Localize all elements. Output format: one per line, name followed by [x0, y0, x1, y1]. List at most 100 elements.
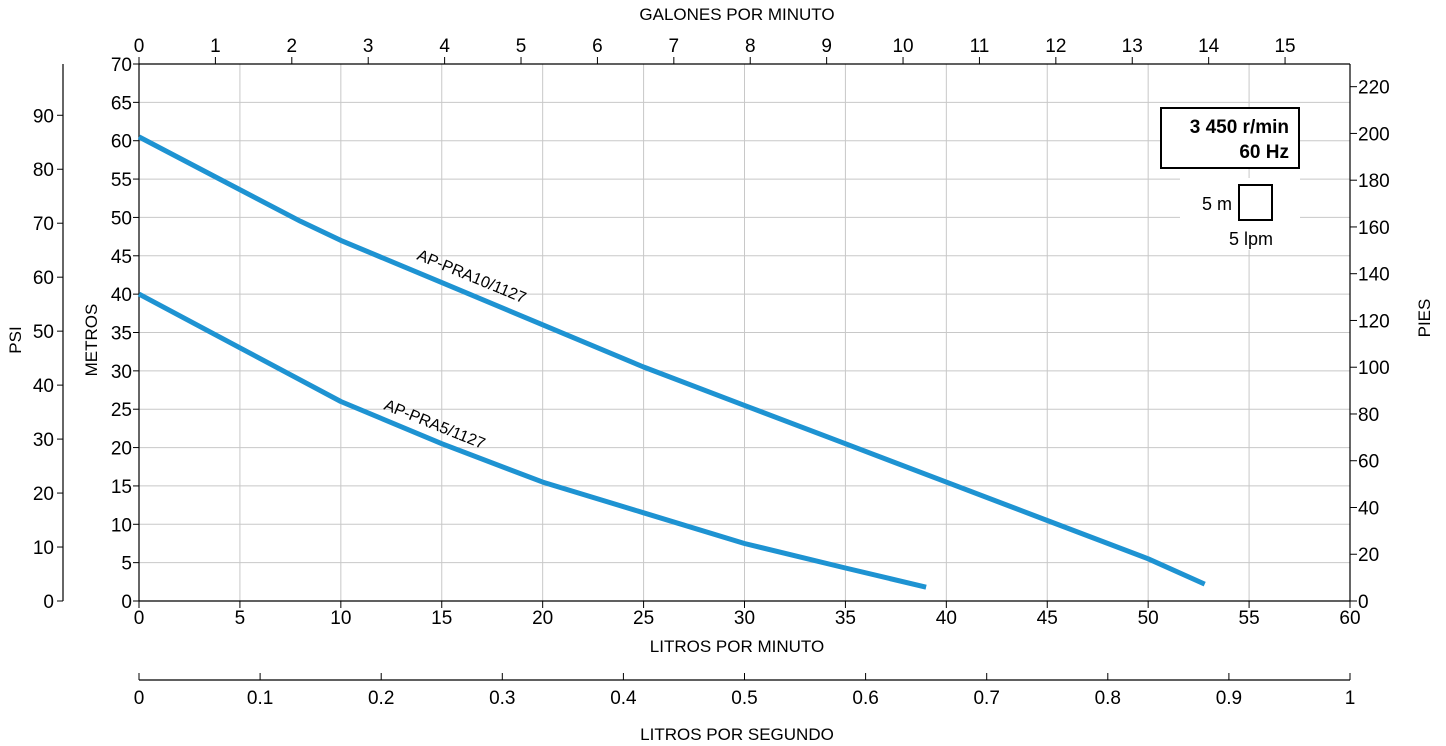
- x-bottom-tick-label: 15: [431, 608, 452, 629]
- y-pies-tick-label: 200: [1358, 124, 1390, 145]
- y-psi-tick-label: 60: [33, 268, 54, 289]
- scale-legend-horizontal: 5 lpm: [1229, 229, 1273, 249]
- scale-legend-vertical: 5 m: [1202, 194, 1232, 214]
- x-lps-tick-label: 1: [1345, 688, 1356, 709]
- y-pies-title: PIES: [1415, 299, 1434, 338]
- curve-series-0: [137, 134, 1206, 587]
- x-lps-tick-label: 0.3: [489, 688, 515, 709]
- x-lps-tick-label: 0.6: [852, 688, 878, 709]
- x-lps-tick-label: 0: [134, 688, 145, 709]
- y-psi-tick-label: 70: [33, 214, 54, 235]
- y-metros-tick-label: 5: [121, 554, 132, 575]
- y-pies-tick-label: 120: [1358, 311, 1390, 332]
- x-top-tick-label: 0: [134, 36, 145, 57]
- x-lps-tick-label: 0.5: [731, 688, 757, 709]
- y-metros-tick-label: 20: [111, 439, 132, 460]
- x-bottom-tick-label: 25: [633, 608, 654, 629]
- x-bottom-tick-label: 60: [1339, 608, 1360, 629]
- x-top-tick-label: 11: [970, 36, 990, 57]
- y-psi-tick-label: 90: [33, 106, 54, 127]
- x-lps-tick-label: 0.2: [368, 688, 394, 709]
- y-pies-tick-label: 160: [1358, 218, 1390, 239]
- x-top-tick-label: 14: [1198, 36, 1220, 57]
- x-top-tick-label: 5: [516, 36, 527, 57]
- x-top-tick-label: 9: [821, 36, 832, 57]
- y-pies-tick-label: 220: [1358, 78, 1390, 99]
- y-psi-tick-label: 20: [33, 484, 54, 505]
- x-top-tick-label: 1: [210, 36, 221, 57]
- y-psi-tick-label: 0: [43, 592, 54, 613]
- x-top-tick-label: 12: [1045, 36, 1066, 57]
- x-top-tick-label: 3: [363, 36, 374, 57]
- x-bottom-tick-label: 30: [734, 608, 755, 629]
- x-lps-title: LITROS POR SEGUNDO: [640, 725, 834, 744]
- y-pies-tick-label: 20: [1358, 545, 1379, 566]
- x-top-tick-label: 2: [287, 36, 298, 57]
- x-bottom-tick-label: 50: [1138, 608, 1159, 629]
- x-axis-lps: 0 0.1 0.2 0.3 0.4 0.5 0.6 0.7 0.8 0.9 1: [134, 673, 1356, 709]
- x-bottom-tick-label: 40: [936, 608, 957, 629]
- y-psi-tick-label: 30: [33, 430, 54, 451]
- y-pies-tick-label: 100: [1358, 358, 1390, 379]
- y-metros-title: METROS: [82, 304, 101, 377]
- y-axis-psi: 0 10 20 30 40 50 60 70 80 90: [33, 106, 63, 613]
- y-psi-tick-label: 10: [33, 538, 54, 559]
- x-lps-tick-label: 0.1: [247, 688, 273, 709]
- y-metros-tick-label: 55: [111, 170, 132, 191]
- x-lps-tick-label: 0.4: [610, 688, 637, 709]
- x-top-tick-label: 8: [745, 36, 756, 57]
- scale-legend: 5 m 5 lpm: [1180, 178, 1300, 250]
- curve-series-1: [137, 291, 927, 590]
- x-top-tick-label: 7: [669, 36, 680, 57]
- y-metros-tick-label: 0: [121, 592, 132, 613]
- y-psi-tick-label: 40: [33, 376, 54, 397]
- x-bottom-tick-label: 45: [1037, 608, 1058, 629]
- y-axis-metros: 0 5 10 15 20 25 30 35 40 45 50 55 60 65 70: [111, 55, 139, 613]
- y-metros-tick-label: 45: [111, 247, 132, 268]
- y-pies-tick-label: 40: [1358, 498, 1379, 519]
- x-lps-tick-label: 0.7: [973, 688, 999, 709]
- x-bottom-tick-label: 20: [532, 608, 553, 629]
- y-pies-tick-label: 140: [1358, 265, 1390, 286]
- speed-box-rpm: 3 450 r/min: [1190, 117, 1289, 138]
- x-bottom-title: LITROS POR MINUTO: [650, 637, 824, 656]
- y-pies-tick-label: 180: [1358, 171, 1390, 192]
- x-bottom-tick-label: 55: [1239, 608, 1260, 629]
- y-metros-tick-label: 30: [111, 362, 132, 383]
- x-top-tick-label: 4: [439, 36, 450, 57]
- x-axis-lpm: 0 5 10 15 20 25 30 35 40 45 50 55 60: [134, 601, 1361, 629]
- y-pies-tick-label: 80: [1358, 405, 1379, 426]
- x-top-tick-label: 6: [592, 36, 603, 57]
- x-top-tick-label: 15: [1274, 36, 1295, 57]
- y-metros-tick-label: 40: [111, 285, 132, 306]
- y-metros-tick-label: 10: [111, 515, 132, 536]
- x-bottom-tick-label: 10: [330, 608, 351, 629]
- y-psi-title: PSI: [6, 326, 25, 353]
- y-psi-tick-label: 50: [33, 322, 54, 343]
- x-axis-gpm: 0 1 2 3 4 5 6 7 8 9 10 11 12 13 14 15: [134, 36, 1296, 64]
- curves: [137, 134, 1206, 590]
- speed-box: 3 450 r/min 60 Hz: [1160, 107, 1300, 169]
- y-pies-tick-label: 0: [1358, 592, 1369, 613]
- y-metros-tick-label: 25: [111, 400, 132, 421]
- y-metros-tick-label: 60: [111, 132, 132, 153]
- speed-box-hz: 60 Hz: [1239, 142, 1289, 163]
- x-top-tick-label: 13: [1122, 36, 1143, 57]
- y-pies-tick-label: 60: [1358, 452, 1379, 473]
- y-axis-pies: 0 20 40 60 80 100 120 140 160 180 200 220: [1350, 78, 1390, 613]
- x-bottom-tick-label: 0: [134, 608, 145, 629]
- y-metros-tick-label: 35: [111, 324, 132, 345]
- y-metros-tick-label: 70: [111, 55, 132, 76]
- x-top-tick-label: 10: [892, 36, 913, 57]
- y-metros-tick-label: 15: [111, 477, 132, 498]
- x-bottom-tick-label: 5: [235, 608, 246, 629]
- plot-frame: [62, 63, 1351, 681]
- x-lps-tick-label: 0.9: [1216, 688, 1242, 709]
- y-metros-tick-label: 50: [111, 208, 132, 229]
- y-psi-tick-label: 80: [33, 160, 54, 181]
- y-metros-tick-label: 65: [111, 93, 132, 114]
- x-lps-tick-label: 0.8: [1095, 688, 1121, 709]
- x-bottom-tick-label: 35: [835, 608, 856, 629]
- x-top-title: GALONES POR MINUTO: [639, 5, 834, 24]
